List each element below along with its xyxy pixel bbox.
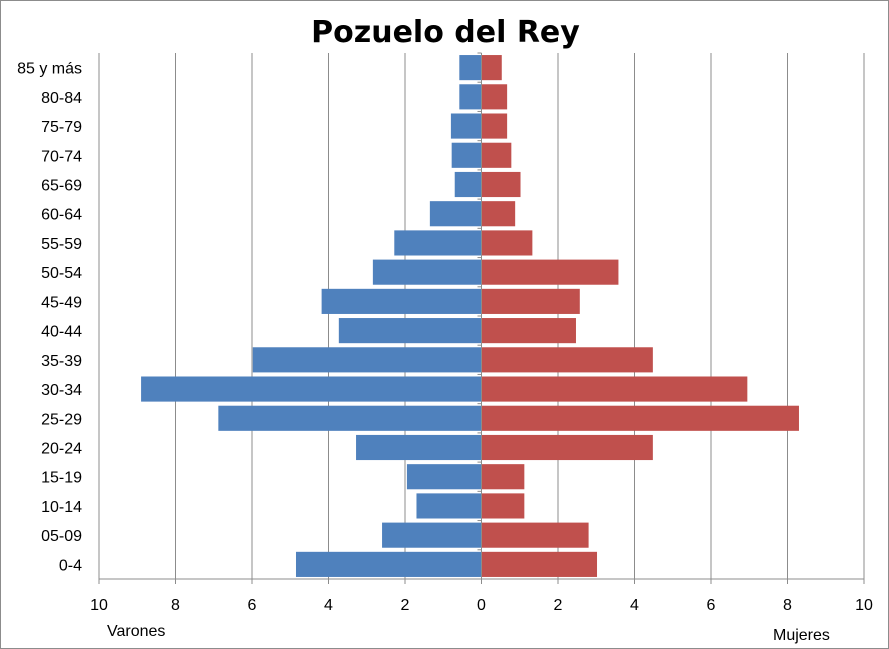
bar-mujeres-15-19 bbox=[481, 464, 525, 490]
bar-varones-25-29 bbox=[218, 405, 482, 431]
x-tick-label: 10 bbox=[855, 597, 873, 614]
y-tick-label: 35-39 bbox=[41, 353, 82, 370]
bar-varones-20-24 bbox=[356, 434, 482, 461]
bar-varones-45-49 bbox=[321, 288, 482, 314]
y-tick-label: 80-84 bbox=[41, 90, 82, 107]
bar-mujeres-50-54 bbox=[481, 259, 619, 285]
y-tick-label: 60-64 bbox=[41, 207, 82, 224]
x-tick-label: 4 bbox=[324, 597, 333, 614]
bar-mujeres-60-64 bbox=[481, 201, 516, 227]
x-axis-label-left: Varones bbox=[107, 623, 166, 640]
x-tick-label: 2 bbox=[554, 597, 563, 614]
y-tick-label: 10-14 bbox=[41, 499, 82, 516]
y-tick-label: 20-24 bbox=[41, 441, 82, 458]
bar-varones-30-34 bbox=[141, 376, 482, 402]
bar-mujeres-65-69 bbox=[481, 171, 521, 198]
bar-varones-05-09 bbox=[382, 522, 482, 548]
bar-varones-0-4 bbox=[295, 551, 482, 577]
y-tick-label: 75-79 bbox=[41, 119, 82, 136]
y-tick-label: 0-4 bbox=[59, 557, 82, 574]
bar-varones-10-14 bbox=[416, 493, 482, 519]
y-tick-label: 25-29 bbox=[41, 411, 82, 428]
bar-mujeres-80-84 bbox=[481, 84, 508, 110]
y-tick-label: 45-49 bbox=[41, 294, 82, 311]
x-tick-label: 6 bbox=[248, 597, 257, 614]
bar-varones-40-44 bbox=[338, 318, 482, 344]
x-tick-label: 10 bbox=[90, 597, 108, 614]
bars bbox=[141, 55, 799, 577]
y-tick-label: 05-09 bbox=[41, 528, 82, 545]
chart-title: Pozuelo del Rey bbox=[311, 15, 580, 50]
y-tick-label: 40-44 bbox=[41, 324, 82, 341]
bar-varones-75-79 bbox=[450, 113, 482, 139]
bar-mujeres-55-59 bbox=[481, 230, 533, 256]
x-tick-label: 6 bbox=[707, 597, 716, 614]
x-tick-label: 2 bbox=[401, 597, 410, 614]
y-tick-label: 30-34 bbox=[41, 382, 82, 399]
x-tick-label: 0 bbox=[477, 597, 486, 614]
y-tick-label: 55-59 bbox=[41, 236, 82, 253]
bar-varones-55-59 bbox=[394, 230, 482, 256]
bar-mujeres-05-09 bbox=[481, 522, 589, 548]
y-tick-label: 70-74 bbox=[41, 148, 82, 165]
bar-varones-15-19 bbox=[406, 464, 482, 490]
bar-mujeres-20-24 bbox=[481, 434, 653, 461]
bar-varones-70-74 bbox=[451, 142, 482, 168]
bar-varones-80-84 bbox=[459, 84, 482, 110]
x-tick-label: 4 bbox=[630, 597, 639, 614]
bar-varones-60-64 bbox=[429, 201, 482, 227]
y-tick-label: 65-69 bbox=[41, 178, 82, 195]
bar-mujeres-30-34 bbox=[481, 376, 748, 402]
x-axis-label-right: Mujeres bbox=[773, 627, 830, 644]
bar-mujeres-40-44 bbox=[481, 318, 576, 344]
bar-mujeres-45-49 bbox=[481, 288, 580, 314]
bar-mujeres-0-4 bbox=[481, 551, 598, 577]
bar-varones-85-y-más bbox=[459, 55, 482, 81]
y-tick-label: 15-19 bbox=[41, 470, 82, 487]
x-tick-label: 8 bbox=[171, 597, 180, 614]
x-tick-label: 8 bbox=[783, 597, 792, 614]
axes: 10 8 6 4 2 0 2 4 6 8 10 0-4 05-09 10-14 15-19 20-24 25-2… bbox=[17, 52, 873, 614]
bar-mujeres-35-39 bbox=[481, 347, 653, 373]
bar-varones-50-54 bbox=[372, 259, 482, 285]
y-tick-label: 85 y más bbox=[17, 61, 82, 78]
bar-mujeres-25-29 bbox=[481, 405, 799, 431]
bar-mujeres-85-y-más bbox=[481, 55, 502, 81]
bar-varones-35-39 bbox=[252, 347, 482, 373]
bar-mujeres-10-14 bbox=[481, 493, 525, 519]
bar-mujeres-70-74 bbox=[481, 142, 512, 168]
bar-varones-65-69 bbox=[454, 171, 482, 198]
gridlines bbox=[98, 53, 865, 579]
bar-mujeres-75-79 bbox=[481, 113, 508, 139]
y-tick-label: 50-54 bbox=[41, 265, 82, 282]
